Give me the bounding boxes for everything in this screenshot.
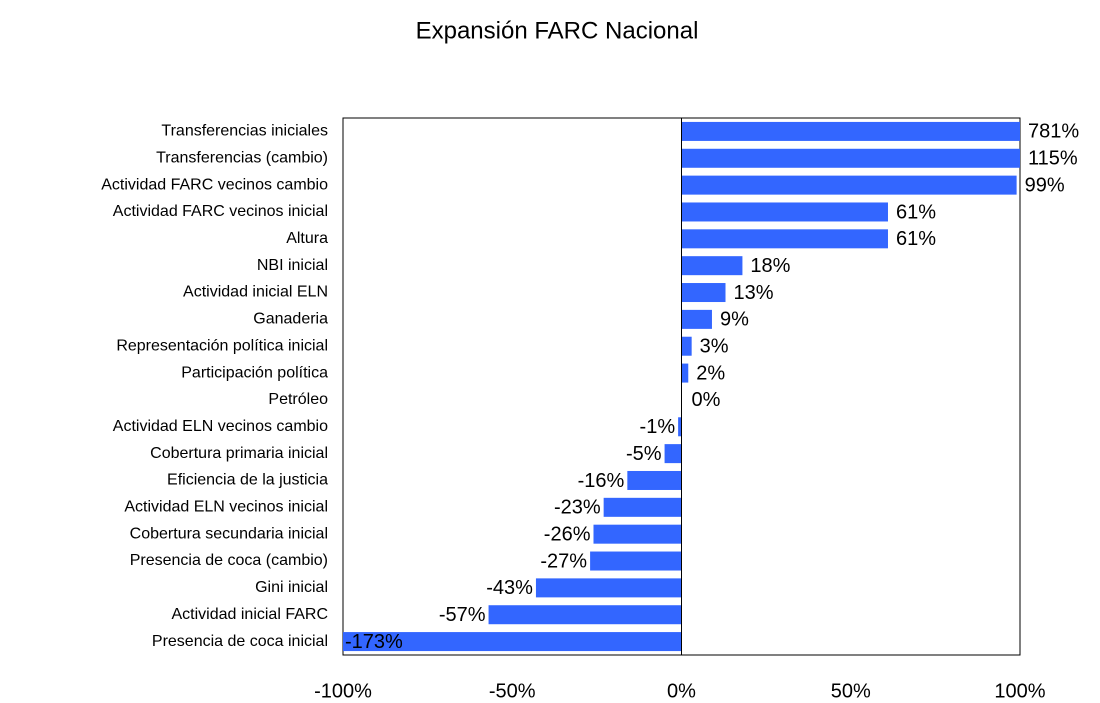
bar <box>681 202 888 222</box>
y-tick-label: Representación política inicial <box>116 337 328 354</box>
x-tick-label: 50% <box>831 680 871 702</box>
y-tick-label: NBI inicial <box>257 257 328 274</box>
value-label: -27% <box>540 550 587 572</box>
value-label: -173% <box>345 631 403 653</box>
bar <box>681 148 1020 168</box>
value-label: 115% <box>1028 148 1078 170</box>
y-tick-label: Actividad inicial FARC <box>172 606 329 623</box>
bar <box>681 363 689 383</box>
value-label: -16% <box>578 470 625 492</box>
y-tick-label: Transferencias (cambio) <box>156 149 328 166</box>
value-label: -5% <box>626 443 662 465</box>
y-tick-label: Petróleo <box>268 391 328 408</box>
bar <box>681 256 743 276</box>
y-tick-label: Gini inicial <box>255 579 328 596</box>
bar <box>681 229 888 249</box>
bar <box>681 283 726 303</box>
y-tick-label: Ganaderia <box>253 311 328 328</box>
bar <box>488 605 682 625</box>
value-label: -23% <box>554 497 601 519</box>
bar <box>593 524 682 544</box>
value-label: -26% <box>544 523 591 545</box>
value-label: -57% <box>439 604 486 626</box>
bar <box>681 336 692 356</box>
bar <box>603 497 682 517</box>
chart-title: Expansión FARC Nacional <box>416 17 699 44</box>
y-tick-label: Actividad FARC vecinos inicial <box>113 203 328 220</box>
bar <box>590 551 682 571</box>
value-label: -43% <box>486 577 533 599</box>
bar <box>681 175 1017 195</box>
value-label: 61% <box>896 201 936 223</box>
x-tick-label: 0% <box>667 680 696 702</box>
x-tick-label: -50% <box>489 680 536 702</box>
value-label: 781% <box>1028 121 1079 143</box>
y-tick-label: Participación política <box>181 364 328 381</box>
value-label: 9% <box>720 309 749 331</box>
y-tick-label: Actividad ELN vecinos inicial <box>124 499 328 516</box>
x-tick-label: 100% <box>994 680 1045 702</box>
y-tick-label: Actividad inicial ELN <box>183 284 328 301</box>
y-tick-label: Actividad ELN vecinos cambio <box>113 418 328 435</box>
bar <box>535 578 682 598</box>
value-label: 13% <box>734 282 774 304</box>
bar <box>343 632 682 652</box>
value-label: 61% <box>896 228 936 250</box>
bar <box>627 470 682 490</box>
y-tick-label: Altura <box>286 230 328 247</box>
value-label: 99% <box>1025 174 1065 196</box>
bar <box>678 417 682 437</box>
y-tick-label: Transferencias iniciales <box>161 123 328 140</box>
y-tick-label: Actividad FARC vecinos cambio <box>101 176 328 193</box>
y-tick-label: Cobertura primaria inicial <box>150 445 328 462</box>
bar <box>681 121 1020 141</box>
y-tick-label: Eficiencia de la justicia <box>167 472 328 489</box>
bars <box>343 121 1020 652</box>
y-tick-label: Presencia de coca inicial <box>152 633 328 650</box>
value-label: 2% <box>696 362 725 384</box>
value-label: 3% <box>700 336 729 358</box>
x-tick-label: -100% <box>314 680 372 702</box>
bar <box>664 444 682 464</box>
bar <box>681 309 712 329</box>
y-tick-label: Cobertura secundaria inicial <box>130 525 328 542</box>
value-label: -1% <box>640 416 676 438</box>
value-label: 0% <box>692 389 721 411</box>
value-label: 18% <box>750 255 790 277</box>
y-tick-label: Presencia de coca (cambio) <box>130 552 328 569</box>
